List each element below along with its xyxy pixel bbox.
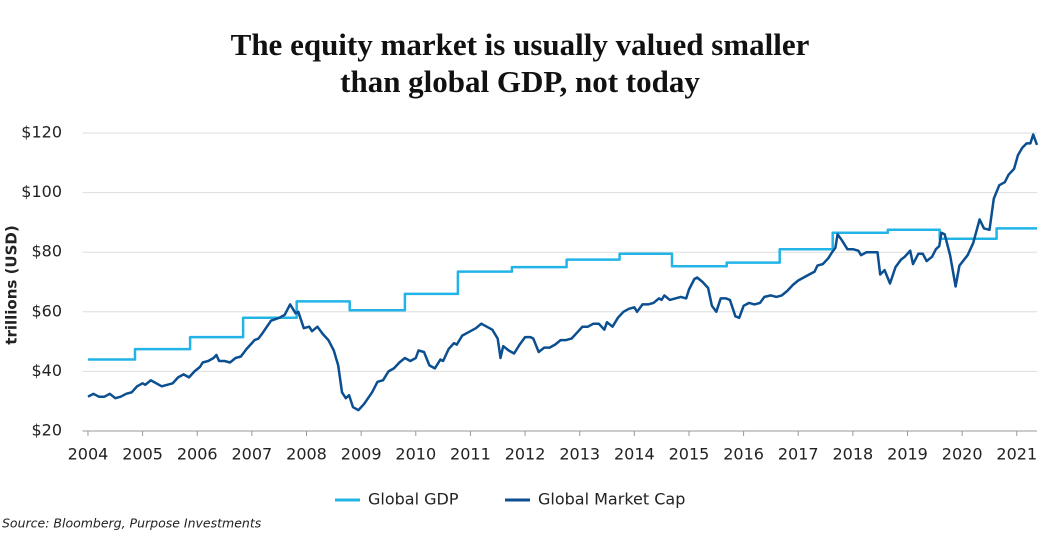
- x-tick-label: 2017: [778, 445, 819, 464]
- x-tick-label: 2013: [559, 445, 600, 464]
- x-tick-label: 2019: [887, 445, 928, 464]
- x-tick-label: 2005: [122, 445, 163, 464]
- y-tick-label: $40: [31, 361, 62, 380]
- x-tick-label: 2021: [996, 445, 1037, 464]
- x-tick-label: 2011: [450, 445, 491, 464]
- x-tick-label: 2014: [614, 445, 655, 464]
- x-tick-label: 2010: [395, 445, 436, 464]
- x-tick-label: 2008: [286, 445, 327, 464]
- x-tick-label: 2020: [942, 445, 983, 464]
- y-tick-label: $80: [31, 242, 62, 261]
- legend-label: Global GDP: [368, 490, 459, 509]
- x-tick-label: 2009: [341, 445, 382, 464]
- x-tick-label: 2012: [505, 445, 546, 464]
- x-tick-label: 2004: [68, 445, 109, 464]
- y-tick-label: $60: [31, 301, 62, 320]
- x-tick-label: 2016: [723, 445, 764, 464]
- x-tick-label: 2015: [669, 445, 710, 464]
- line-series: [87, 133, 1039, 412]
- y-tick-label: $100: [21, 182, 62, 201]
- x-tick-label: 2007: [232, 445, 273, 464]
- x-tick-label: 2018: [833, 445, 874, 464]
- source-note: Source: Bloomberg, Purpose Investments: [2, 516, 262, 531]
- chart-title: The equity market is usually valued smal…: [230, 27, 810, 99]
- y-axis-label: trillions (USD): [3, 225, 21, 344]
- x-tick-label: 2006: [177, 445, 218, 464]
- legend-label: Global Market Cap: [538, 490, 685, 509]
- line-series: [88, 227, 1037, 361]
- y-tick-label: $120: [21, 123, 62, 142]
- y-tick-label: $20: [31, 421, 62, 440]
